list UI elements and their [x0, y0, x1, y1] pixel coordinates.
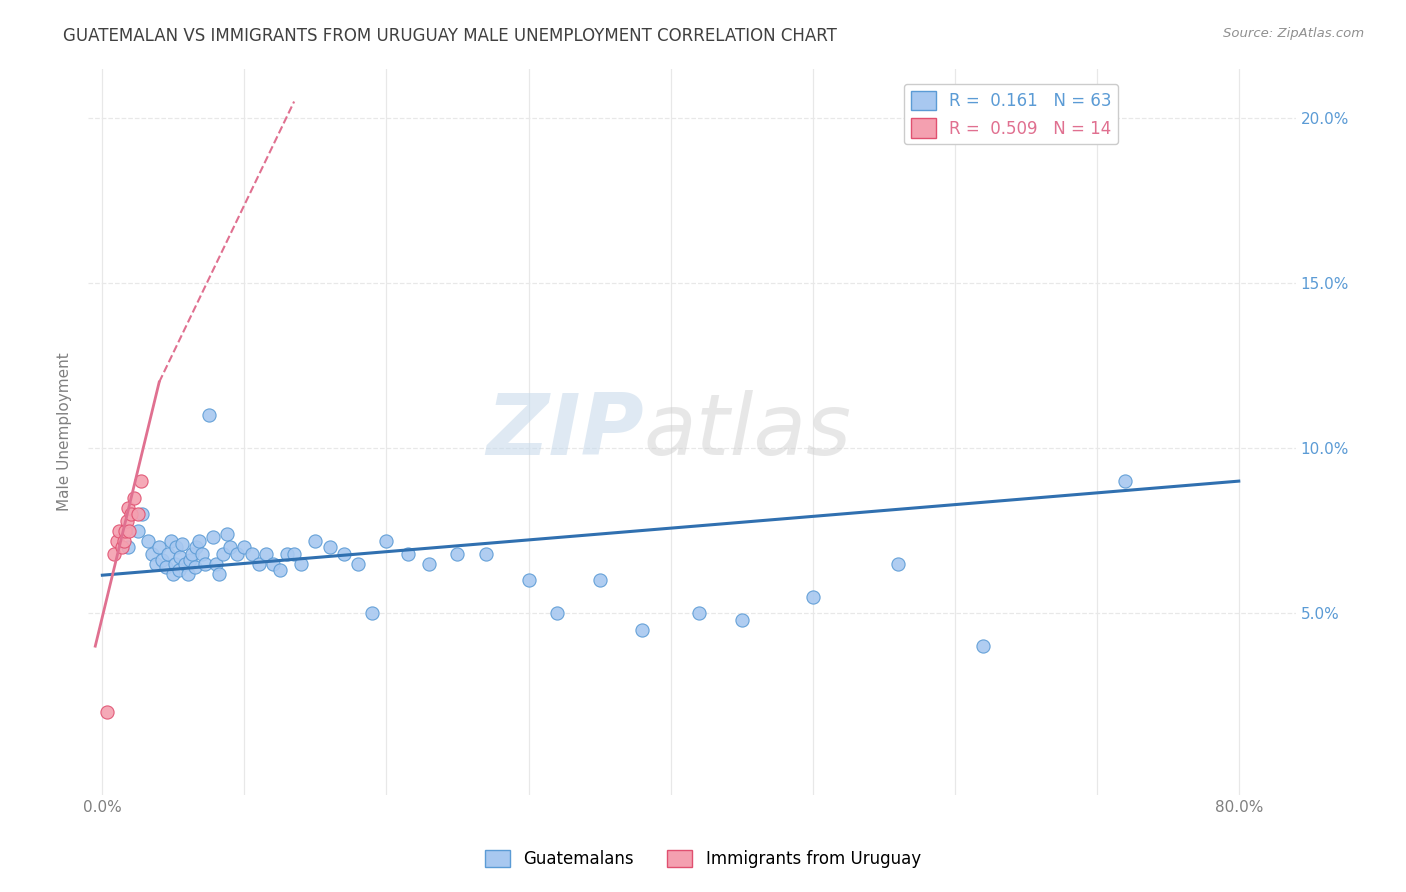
Point — [304, 533, 326, 548]
Point — [219, 540, 242, 554]
Point — [475, 547, 498, 561]
Point — [1114, 474, 1136, 488]
Point — [163, 557, 186, 571]
Point — [122, 491, 145, 505]
Point — [375, 533, 398, 548]
Point — [117, 540, 139, 554]
Point — [108, 524, 131, 538]
Y-axis label: Male Unemployment: Male Unemployment — [58, 352, 72, 511]
Point — [173, 557, 195, 571]
Point — [129, 474, 152, 488]
Text: Source: ZipAtlas.com: Source: ZipAtlas.com — [1223, 27, 1364, 40]
Point — [730, 613, 752, 627]
Point — [318, 540, 340, 554]
Point — [546, 606, 568, 620]
Text: GUATEMALAN VS IMMIGRANTS FROM URUGUAY MALE UNEMPLOYMENT CORRELATION CHART: GUATEMALAN VS IMMIGRANTS FROM URUGUAY MA… — [63, 27, 837, 45]
Point — [180, 547, 202, 561]
Point — [141, 547, 163, 561]
Point — [208, 566, 231, 581]
Text: ZIP: ZIP — [486, 390, 644, 473]
Point — [240, 547, 263, 561]
Point — [183, 560, 205, 574]
Point — [333, 547, 356, 561]
Point — [446, 547, 468, 561]
Point — [418, 557, 440, 571]
Point — [131, 507, 153, 521]
Point — [262, 557, 284, 571]
Point — [105, 533, 128, 548]
Point — [118, 524, 141, 538]
Legend: Guatemalans, Immigrants from Uruguay: Guatemalans, Immigrants from Uruguay — [478, 843, 928, 875]
Point — [96, 705, 118, 719]
Point — [170, 537, 193, 551]
Point — [188, 533, 211, 548]
Point — [212, 547, 235, 561]
Point — [162, 566, 184, 581]
Point — [111, 540, 134, 554]
Point — [972, 639, 994, 653]
Point — [165, 540, 187, 554]
Point — [631, 623, 654, 637]
Point — [179, 553, 201, 567]
Point — [167, 563, 190, 577]
Point — [120, 507, 142, 521]
Point — [136, 533, 159, 548]
Point — [159, 533, 181, 548]
Point — [517, 573, 540, 587]
Point — [117, 500, 139, 515]
Point — [127, 524, 149, 538]
Point — [347, 557, 370, 571]
Point — [205, 557, 228, 571]
Point — [361, 606, 384, 620]
Point — [127, 507, 149, 521]
Point — [887, 557, 910, 571]
Point — [198, 408, 221, 422]
Point — [184, 540, 207, 554]
Point — [194, 557, 217, 571]
Point — [155, 560, 177, 574]
Point — [103, 547, 125, 561]
Point — [247, 557, 270, 571]
Point — [191, 547, 214, 561]
Point — [283, 547, 305, 561]
Text: atlas: atlas — [644, 390, 852, 473]
Point — [276, 547, 298, 561]
Point — [145, 557, 167, 571]
Point — [176, 566, 198, 581]
Point — [150, 553, 173, 567]
Point — [290, 557, 312, 571]
Point — [169, 549, 191, 564]
Point — [156, 547, 179, 561]
Point — [688, 606, 710, 620]
Point — [115, 514, 138, 528]
Point — [226, 547, 249, 561]
Point — [254, 547, 277, 561]
Point — [148, 540, 170, 554]
Point — [588, 573, 610, 587]
Point — [396, 547, 419, 561]
Point — [801, 590, 824, 604]
Legend: R =  0.161   N = 63, R =  0.509   N = 14: R = 0.161 N = 63, R = 0.509 N = 14 — [904, 84, 1118, 145]
Point — [114, 524, 136, 538]
Point — [233, 540, 256, 554]
Point — [269, 563, 291, 577]
Point — [217, 527, 239, 541]
Point — [112, 533, 135, 548]
Point — [202, 530, 225, 544]
